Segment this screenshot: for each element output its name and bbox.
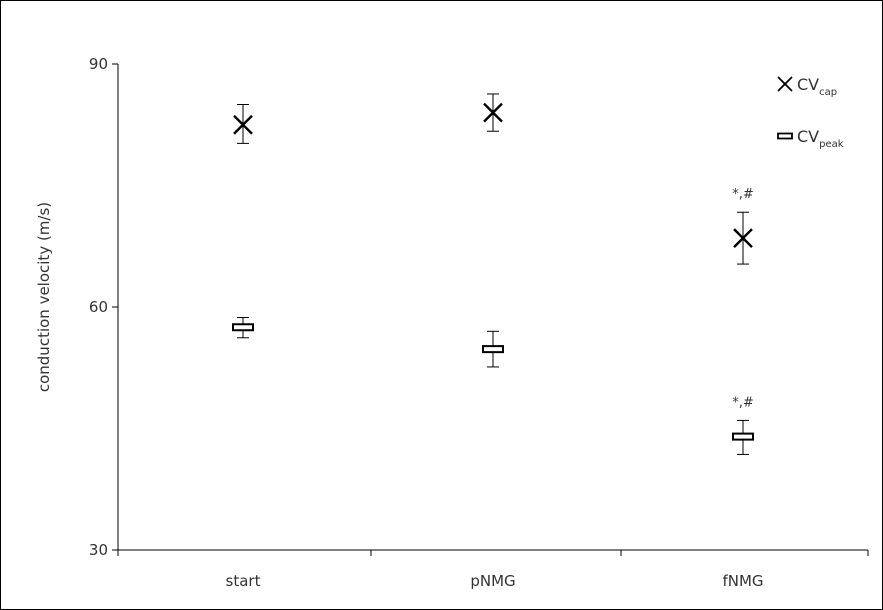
series-0-fNMG-x-marker bbox=[733, 228, 753, 248]
series-0-pNMG-x-marker bbox=[483, 102, 503, 123]
series-1-pNMG-rect-marker bbox=[482, 345, 504, 354]
markers bbox=[232, 102, 754, 441]
series-1-fNMG-rect-marker bbox=[732, 432, 754, 441]
x-tick-label-pNMG: pNMG bbox=[470, 572, 515, 590]
y-axis-title: conduction velocity (m/s) bbox=[35, 202, 53, 392]
legend-x-marker bbox=[777, 76, 793, 92]
axes: 30 60 90 start pNMG fNMG conduction velocity (… bbox=[35, 55, 869, 590]
legend-label-cap: CVcap bbox=[797, 75, 837, 98]
legend: CVcap CVpeak bbox=[777, 75, 844, 150]
annotations: *,# *,# bbox=[732, 187, 754, 410]
annotation-0: *,# bbox=[732, 187, 754, 202]
x-tick-label-fNMG: fNMG bbox=[722, 572, 763, 590]
y-tick-label-60: 60 bbox=[89, 298, 108, 316]
y-tick-label-90: 90 bbox=[89, 55, 108, 73]
series-1-start-rect-marker bbox=[232, 323, 254, 332]
annotation-1: *,# bbox=[732, 395, 754, 410]
series-0-start-x-marker bbox=[233, 114, 253, 135]
x-tick-label-start: start bbox=[226, 572, 261, 590]
error-bars bbox=[237, 93, 749, 455]
legend-label-peak: CVpeak bbox=[797, 127, 844, 150]
y-tick-label-30: 30 bbox=[89, 541, 108, 559]
legend-rect-marker bbox=[777, 132, 793, 140]
